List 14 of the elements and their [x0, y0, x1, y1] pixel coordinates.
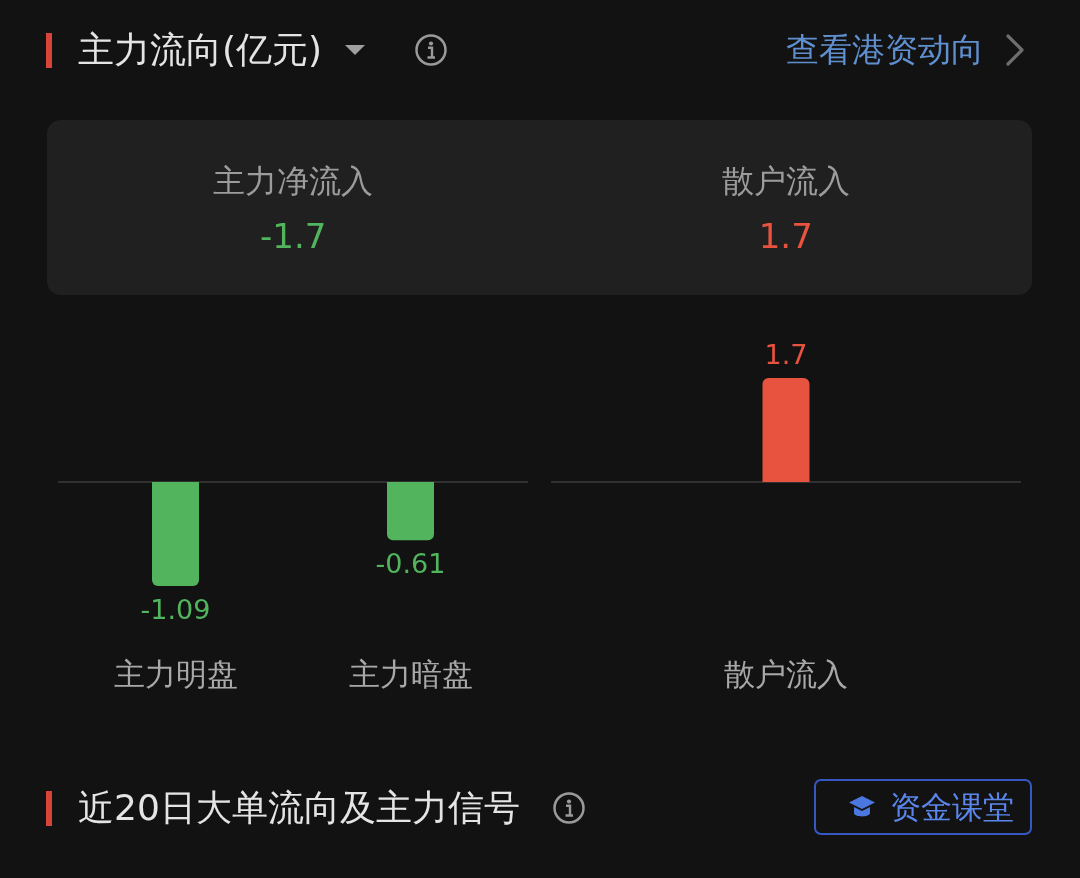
x-tick-label: 主力明盘	[113, 655, 238, 692]
text: 近20日大单流向及主力信号	[78, 786, 520, 830]
category-label: 散户流入	[720, 161, 851, 201]
category-label: 主力净流入	[212, 161, 375, 201]
x-tick-label: 主力暗盘	[348, 655, 473, 692]
data-label: -1.7	[259, 216, 328, 256]
data-label: -1.09	[140, 594, 211, 625]
text: 查看港资动向	[786, 30, 984, 70]
button: 资金课堂	[814, 779, 1032, 835]
data-label: 1.7	[764, 339, 808, 370]
data-label: 1.7	[757, 216, 814, 256]
data-label: -0.61	[375, 548, 446, 580]
x-tick-label: 散户流入	[724, 655, 848, 692]
text: 主力流向(亿元)	[78, 28, 323, 72]
